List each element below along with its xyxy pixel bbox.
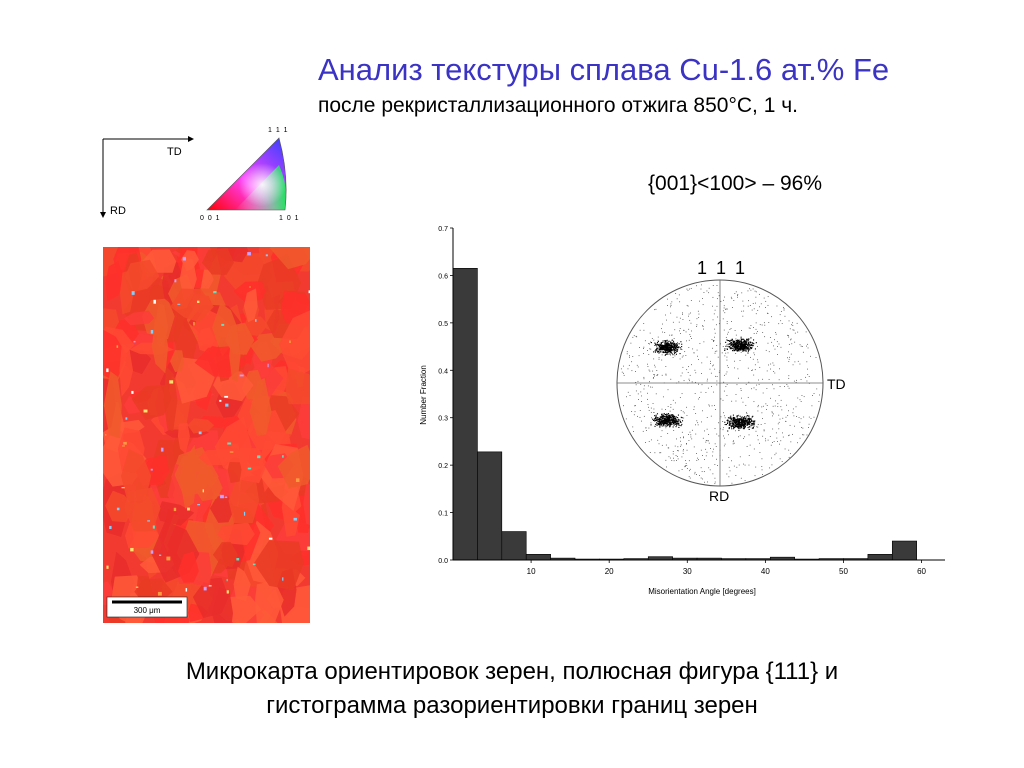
- scale-bar-label: 300 μm: [134, 606, 161, 615]
- x-tick-label: 50: [839, 567, 848, 576]
- ipf-color-key-triangle: [206, 137, 287, 211]
- pole-cluster: [724, 336, 757, 354]
- histogram-bar: [501, 531, 527, 561]
- y-tick-label: 0.5: [438, 321, 448, 328]
- pole-figure-rd-label: RD: [709, 488, 730, 504]
- caption-line-2: гистограмма разориентировки границ зерен: [266, 692, 758, 719]
- pole-cluster: [650, 339, 683, 356]
- pole-figure-top-label: 1 1 1: [697, 258, 748, 278]
- sample-axis-td-label: TD: [167, 146, 182, 158]
- histogram-bar: [477, 451, 503, 561]
- y-tick-label: 0.2: [438, 463, 448, 470]
- y-tick-label: 0.7: [438, 226, 448, 233]
- y-tick-label: 0.3: [438, 416, 448, 423]
- x-axis-label: Misorientation Angle [degrees]: [648, 587, 756, 596]
- y-tick-label: 0.6: [438, 273, 448, 280]
- x-tick-label: 30: [683, 567, 692, 576]
- y-tick-label: 0.1: [438, 511, 448, 518]
- sample-axis-rd-label: RD: [110, 205, 126, 217]
- slide-title: Анализ текстуры сплава Cu-1.6 ат.% Fe: [318, 52, 890, 87]
- ipf-corner-111-label: 1 1 1: [268, 127, 289, 134]
- x-tick-label: 10: [527, 567, 536, 576]
- x-tick-label: 60: [917, 567, 926, 576]
- y-tick-label: 0.4: [438, 368, 448, 375]
- histogram-bar: [525, 554, 551, 561]
- sample-axes-diagram: [100, 136, 194, 218]
- x-tick-label: 40: [761, 567, 770, 576]
- caption-line-1: Микрокарта ориентировок зерен, полюсная …: [185, 658, 839, 685]
- slide-caption: Микрокарта ориентировок зерен, полюсная …: [0, 655, 1024, 723]
- y-axis-label: Number Fraction: [419, 365, 428, 425]
- ipf-corner-101-label: 1 0 1: [279, 215, 300, 222]
- ipf-corner-001-label: 0 0 1: [200, 215, 221, 222]
- y-tick-label: 0.0: [438, 558, 448, 565]
- misorientation-histogram: 10 20 30 40 50 60 0.0 0.1 0.2 0.3 0.4 0.5 0.6 0.7 Mis…: [419, 226, 945, 596]
- pole-figure-td-label: TD: [827, 376, 846, 392]
- x-tick-label: 20: [605, 567, 614, 576]
- ebsd-orientation-map: 300 μm: [103, 247, 310, 623]
- pole-figure-111: [616, 279, 824, 487]
- slide-subtitle: после рекристаллизационного отжига 850°C…: [318, 94, 798, 117]
- histogram-bar: [452, 268, 478, 561]
- pole-cluster: [724, 414, 756, 432]
- pole-cluster: [650, 412, 684, 429]
- histogram-bar: [891, 540, 917, 561]
- texture-component-label: {001}<100> – 96%: [648, 172, 823, 195]
- histogram-bar: [867, 554, 893, 561]
